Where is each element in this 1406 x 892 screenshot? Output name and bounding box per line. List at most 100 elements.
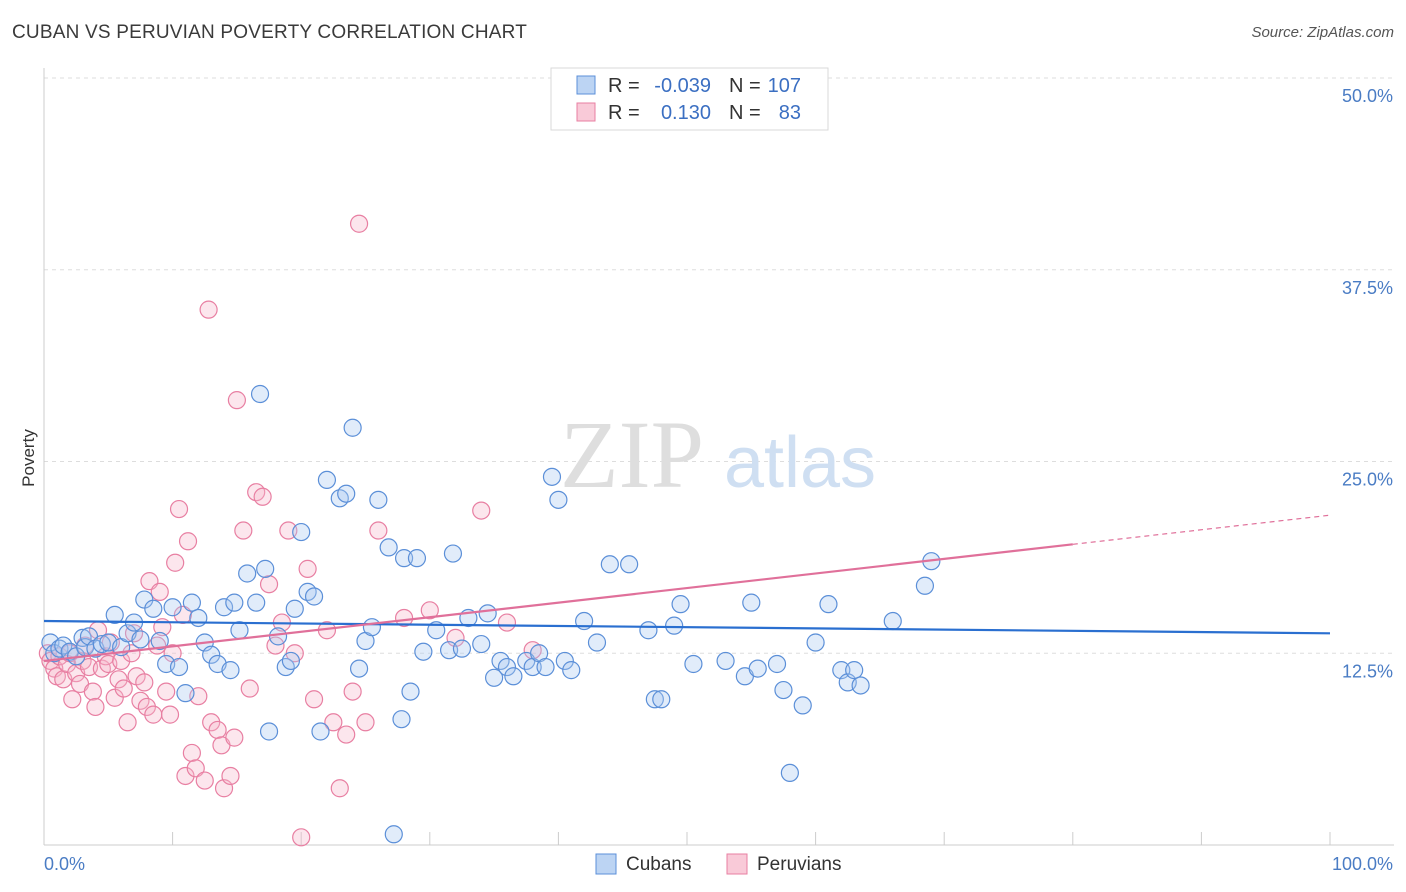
legend-n-label-peruvians: N = [729, 102, 761, 124]
y-tick-label: 50.0% [1342, 86, 1393, 106]
peruvians-point [169, 499, 189, 519]
peruvians-point [247, 483, 266, 502]
cubans-point [238, 564, 257, 583]
cubans-point [379, 538, 398, 557]
peruvians-points [38, 214, 542, 847]
cubans-point [819, 595, 838, 614]
cubans-point [176, 684, 195, 703]
cubans-point [285, 599, 304, 618]
cubans-point [652, 690, 671, 709]
peruvians-point [394, 608, 414, 628]
peruvians-point [118, 713, 137, 732]
peruvians-point [369, 521, 388, 540]
peruvians-point [114, 679, 133, 698]
cubans-point [478, 604, 497, 623]
peruvians-point [253, 487, 272, 506]
cubans-point [256, 559, 275, 578]
y-tick-label: 37.5% [1342, 278, 1393, 298]
peruvians-point [324, 713, 343, 732]
cubans-point [369, 490, 388, 509]
peruvians-point [420, 601, 439, 620]
peruvians-point [160, 705, 180, 724]
legend-swatch-cubans [576, 75, 596, 95]
y-tick-label: 25.0% [1342, 470, 1393, 490]
legend-r-value-cubans: -0.039 [654, 75, 711, 97]
cubans-point [793, 696, 812, 715]
legend-n-value-peruvians: 83 [779, 102, 801, 124]
cubans-point [144, 599, 163, 618]
cubans-point [536, 657, 555, 677]
cubans-point [259, 722, 279, 741]
cubans-point [497, 657, 517, 677]
cubans-point [452, 639, 472, 658]
x-tick-labels: 0.0% 100.0% [44, 854, 1393, 874]
cubans-point [414, 642, 433, 661]
peruvians-point [150, 582, 169, 601]
cubans-point [150, 631, 169, 651]
cubans-point [748, 659, 767, 678]
cubans-point [549, 490, 568, 509]
peruvians-point [227, 391, 246, 410]
cubans-point [131, 630, 150, 649]
cubans-point [311, 722, 330, 741]
cubans-point [268, 627, 288, 646]
peruvians-trend-line [43, 543, 1073, 663]
peruvians-point [304, 690, 324, 709]
cubans-point [587, 633, 607, 652]
y-tick-label: 12.5% [1342, 661, 1393, 681]
bottom-legend-label-peruvians: Peruvians [757, 854, 842, 875]
cubans-point [620, 555, 639, 574]
peruvians-point [349, 214, 369, 233]
cubans-point [851, 676, 870, 695]
x-tick-label: 0.0% [44, 854, 85, 874]
y-tick-labels: 12.5% 25.0% 37.5% 50.0% [1342, 86, 1393, 681]
cubans-point [485, 668, 504, 687]
peruvians-point [240, 679, 259, 698]
cubans-point [163, 598, 182, 617]
bottom-legend: Cubans Peruvians [595, 853, 842, 875]
cubans-point [281, 651, 301, 671]
peruvians-point [144, 705, 163, 724]
peruvians-point [178, 532, 198, 551]
cubans-point [645, 690, 664, 709]
cubans-point [600, 555, 619, 574]
cubans-point [915, 576, 935, 595]
cubans-point [555, 651, 574, 671]
peruvians-point [497, 613, 517, 632]
peruvians-point [356, 713, 375, 732]
peruvians-point [208, 720, 227, 740]
cubans-point [169, 657, 189, 677]
cubans-point [427, 621, 446, 640]
peruvians-point [135, 673, 154, 692]
peruvians-point [157, 682, 176, 701]
peruvians-point [109, 670, 128, 689]
legend-r-label-cubans: R = [608, 75, 640, 97]
peruvians-point [234, 521, 253, 540]
peruvians-trend-extension [1072, 514, 1331, 545]
cubans-point [330, 489, 349, 508]
cubans-point [407, 549, 427, 568]
legend-r-value-peruvians: 0.130 [661, 102, 711, 124]
cubans-point [684, 654, 703, 674]
peruvians-point [195, 771, 214, 790]
cubans-point [562, 661, 581, 680]
cubans-point [298, 582, 317, 601]
cubans-point [182, 593, 201, 612]
peruvians-point [292, 828, 311, 847]
cubans-point [542, 467, 562, 486]
peruvians-point [343, 682, 362, 701]
peruvians-point [259, 575, 279, 594]
cubans-point [504, 667, 523, 686]
cubans-point [250, 384, 270, 404]
cubans-point [337, 484, 356, 503]
legend-swatch-peruvians [576, 102, 596, 122]
cubans-point [639, 621, 658, 640]
legend-n-label-cubans: N = [729, 75, 761, 97]
cubans-point [767, 654, 787, 674]
cubans-point [401, 682, 420, 701]
peruvians-point [63, 690, 82, 709]
cubans-point [742, 593, 761, 612]
cubans-points [41, 384, 941, 844]
cubans-point [105, 605, 124, 625]
